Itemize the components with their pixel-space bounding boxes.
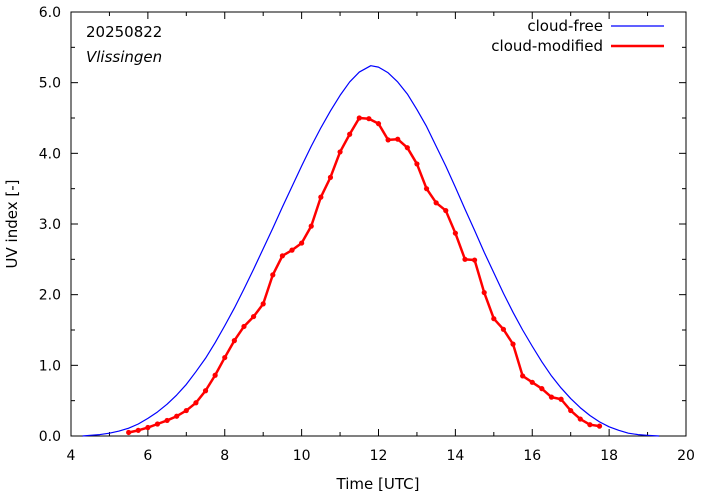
x-axis-label: Time [UTC]: [336, 475, 420, 493]
data-point-cloud-modified: [558, 396, 564, 402]
x-tick-label: 14: [446, 448, 464, 464]
data-point-cloud-modified: [433, 200, 439, 206]
y-tick-label: 4.0: [39, 146, 61, 162]
data-point-cloud-modified: [423, 186, 430, 192]
data-point-cloud-modified: [299, 240, 305, 246]
data-point-cloud-modified: [202, 388, 209, 394]
data-point-cloud-modified: [366, 116, 372, 122]
legend-label-cloud-free: cloud-free: [527, 17, 603, 35]
legend: cloud-free cloud-modified: [491, 17, 664, 55]
data-point-cloud-modified: [520, 373, 526, 379]
data-point-cloud-modified: [481, 289, 487, 296]
data-point-cloud-modified: [289, 247, 295, 253]
y-axis-label: UV index [-]: [3, 180, 21, 269]
data-point-cloud-modified: [241, 323, 247, 330]
data-point-cloud-modified: [500, 326, 507, 332]
data-point-cloud-modified: [308, 223, 314, 229]
data-point-cloud-modified: [279, 253, 286, 259]
data-point-cloud-modified: [356, 115, 362, 121]
data-point-cloud-modified: [529, 379, 535, 385]
data-point-cloud-modified: [385, 137, 391, 143]
data-point-cloud-modified: [193, 400, 199, 406]
data-point-cloud-modified: [250, 313, 257, 320]
data-point-cloud-modified: [491, 316, 497, 322]
legend-label-cloud-modified: cloud-modified: [491, 37, 603, 55]
data-point-cloud-modified: [135, 427, 141, 433]
data-point-cloud-modified: [145, 424, 151, 431]
data-point-cloud-modified: [375, 121, 382, 127]
x-tick-label: 18: [600, 448, 618, 464]
data-point-cloud-modified: [568, 407, 574, 414]
y-tick-label: 6.0: [39, 5, 61, 21]
data-point-cloud-modified: [577, 416, 583, 422]
data-point-cloud-modified: [587, 422, 593, 428]
data-point-cloud-modified: [270, 272, 276, 278]
y-tick-labels: 0.0 1.0 2.0 3.0 4.0 5.0 6.0: [39, 5, 61, 445]
data-point-cloud-modified: [471, 257, 478, 263]
data-point-cloud-modified: [395, 136, 401, 142]
y-tick-label: 3.0: [39, 217, 61, 233]
data-point-cloud-modified: [596, 423, 603, 429]
data-point-cloud-modified: [164, 417, 170, 424]
date-annotation: 20250822: [86, 23, 162, 41]
data-point-cloud-modified: [462, 256, 468, 262]
data-point-cloud-modified: [212, 372, 218, 378]
data-point-cloud-modified: [154, 421, 161, 427]
data-point-cloud-modified: [260, 301, 266, 307]
y-tick-label: 2.0: [39, 288, 61, 304]
data-point-cloud-modified: [183, 407, 189, 414]
x-tick-labels: 4 6 8 10 12 14 16 18 20: [67, 448, 695, 464]
data-point-cloud-modified: [452, 230, 458, 236]
y-tick-label: 5.0: [39, 76, 61, 92]
series-line-cloud-modified: [128, 116, 600, 434]
x-tick-label: 10: [293, 448, 311, 464]
data-point-cloud-modified: [539, 386, 545, 392]
data-point-cloud-modified: [443, 207, 449, 214]
data-point-cloud-modified: [174, 413, 180, 419]
data-point-cloud-modified: [327, 174, 334, 180]
data-point-cloud-modified: [222, 354, 228, 361]
location-annotation: Vlissingen: [86, 48, 162, 66]
series-layer: [82, 65, 660, 437]
series-line-cloud-free: [82, 65, 660, 437]
x-tick-label: 8: [220, 448, 229, 464]
axis-ticks: [70, 11, 687, 437]
data-point-cloud-modified: [337, 149, 343, 155]
data-point-cloud-modified: [404, 145, 410, 151]
data-point-cloud-modified: [510, 341, 516, 347]
data-point-cloud-modified: [347, 131, 353, 137]
x-tick-label: 4: [67, 448, 76, 464]
x-tick-label: 16: [523, 448, 541, 464]
data-point-cloud-modified: [318, 194, 324, 200]
data-point-cloud-modified: [126, 429, 132, 436]
data-point-cloud-modified: [548, 394, 555, 400]
y-tick-label: 0.0: [39, 429, 61, 445]
data-point-cloud-modified: [231, 338, 237, 344]
x-tick-label: 12: [370, 448, 388, 464]
x-tick-label: 6: [143, 448, 152, 464]
data-point-cloud-modified: [414, 161, 420, 167]
plot-frame: [70, 11, 687, 437]
y-tick-label: 1.0: [39, 358, 61, 374]
x-tick-label: 20: [677, 448, 695, 464]
